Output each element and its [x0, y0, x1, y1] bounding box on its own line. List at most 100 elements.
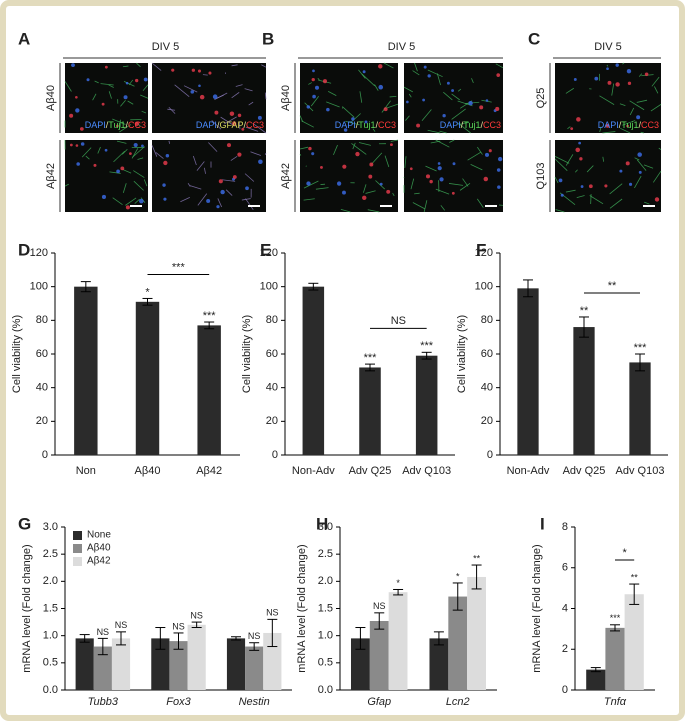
y-tick-label: 20: [481, 415, 493, 427]
nucleus: [311, 77, 315, 82]
neurite: [599, 126, 602, 133]
bar: [415, 355, 438, 455]
neurite: [361, 73, 376, 87]
neurite: [451, 93, 460, 101]
error-bar: [579, 316, 589, 338]
y-tick-label: 1.0: [43, 630, 58, 642]
y-tick-label: 2.5: [43, 548, 58, 560]
error-bar: [173, 632, 184, 650]
bar: [75, 638, 94, 690]
neurite: [143, 179, 148, 187]
neurite: [299, 154, 302, 156]
neurite: [112, 197, 123, 205]
bar: [169, 641, 188, 690]
legend-swatch: [73, 557, 82, 566]
nucleus: [120, 166, 125, 171]
nucleus: [615, 63, 619, 67]
panel-letter: E: [260, 240, 271, 259]
legend-label: None: [87, 530, 111, 541]
neurite: [565, 154, 574, 166]
y-axis-label: mRNA level (Fold change): [21, 544, 33, 672]
neurite: [638, 73, 643, 77]
neurite: [435, 188, 450, 195]
error-bar: [523, 279, 533, 298]
neurite: [390, 139, 399, 142]
error-bar: [471, 564, 482, 590]
y-tick-label: 2: [562, 643, 568, 655]
neurite: [636, 159, 647, 171]
neurite: [239, 121, 241, 130]
nucleus: [386, 189, 391, 194]
y-tick-label: 2.5: [318, 548, 333, 560]
neurite: [408, 93, 412, 98]
neurite: [629, 107, 635, 116]
micrograph: [300, 140, 398, 212]
nucleus: [336, 181, 342, 186]
panel-letter: F: [476, 240, 486, 259]
neurite: [151, 62, 162, 71]
neurite: [619, 103, 626, 107]
stain-name: DAPI: [85, 120, 106, 130]
neurite: [586, 165, 594, 173]
nucleus: [133, 142, 138, 148]
nucleus: [439, 177, 444, 182]
error-bar: [308, 282, 319, 291]
nucleus: [93, 163, 97, 167]
neurite: [611, 83, 615, 96]
neurite: [97, 146, 101, 154]
nucleus: [190, 90, 195, 94]
neurite: [192, 155, 197, 166]
neurite: [64, 183, 69, 187]
neurite: [565, 189, 576, 193]
neurite: [457, 88, 462, 92]
neurite: [449, 139, 455, 143]
nucleus: [342, 164, 347, 169]
y-tick-label: 2.0: [318, 575, 333, 587]
error-bar: [115, 631, 126, 646]
neurite: [116, 140, 127, 144]
nucleus: [69, 113, 74, 118]
neurite: [220, 116, 235, 127]
significance: NS: [115, 620, 128, 630]
x-tick-label: Non: [76, 465, 96, 477]
significance: ***: [203, 310, 217, 322]
micrograph: [152, 63, 266, 133]
y-tick-label: 100: [475, 281, 493, 293]
bar: [197, 325, 221, 455]
nucleus: [258, 159, 263, 165]
y-tick-label: 0: [562, 684, 568, 696]
y-tick-label: 0.0: [318, 684, 333, 696]
x-tick-label: Non-Adv: [292, 465, 335, 477]
nucleus: [416, 123, 421, 128]
neurite: [629, 100, 645, 111]
stain-name: Tuj1: [621, 120, 638, 130]
nucleus: [626, 69, 632, 74]
significance: NS: [172, 621, 185, 631]
micrograph: [65, 63, 148, 133]
error-bar: [629, 583, 640, 605]
nucleus: [143, 77, 148, 82]
nucleus: [141, 144, 144, 148]
y-tick-label: 40: [266, 382, 278, 394]
neurite: [622, 120, 636, 126]
neurite: [640, 131, 644, 134]
y-tick-label: 120: [260, 247, 278, 259]
x-tick-label: Adv Q103: [616, 465, 665, 477]
legend-swatch: [73, 544, 82, 553]
panel-letter: B: [262, 29, 274, 48]
y-tick-label: 3.0: [43, 521, 58, 533]
neurite: [132, 146, 145, 158]
bar: [245, 646, 264, 690]
nucleus: [576, 117, 581, 122]
significance: NS: [248, 631, 261, 641]
y-tick-label: 120: [30, 247, 48, 259]
nucleus: [362, 195, 367, 201]
nucleus: [369, 162, 374, 167]
neurite: [606, 64, 609, 67]
y-tick-label: 0.0: [43, 684, 58, 696]
stain-name: CC3: [378, 120, 396, 130]
nucleus: [237, 152, 242, 157]
nucleus: [115, 124, 119, 128]
neurite: [350, 113, 361, 124]
